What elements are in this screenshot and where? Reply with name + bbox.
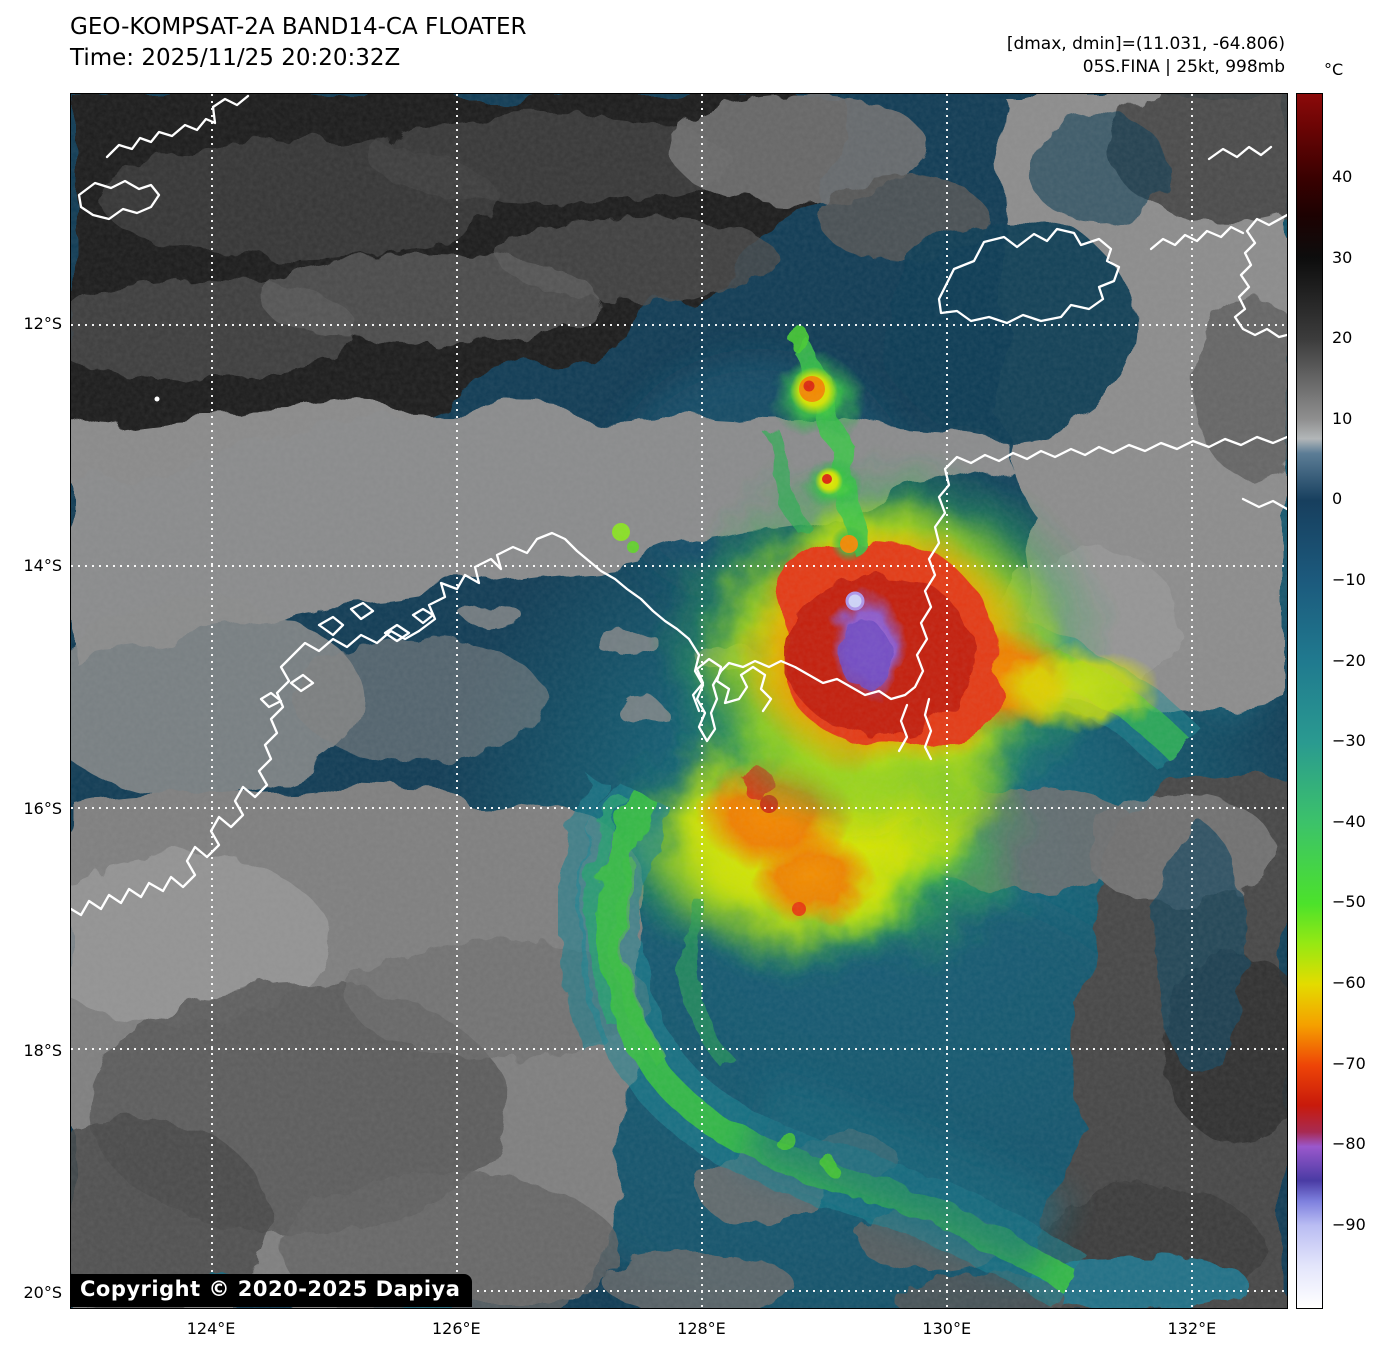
copyright-badge: Copyright © 2020-2025 Dapiya xyxy=(71,1274,473,1307)
colorbar-tick-label: −40 xyxy=(1332,811,1366,831)
colorbar-tick-label: 30 xyxy=(1332,247,1353,267)
colorbar-tick-label: −10 xyxy=(1332,570,1366,590)
colorbar-tick-label: −80 xyxy=(1332,1134,1366,1154)
storm-info: 05S.FINA | 25kt, 998mb xyxy=(1082,57,1285,77)
lat-tick-label: 18°S xyxy=(23,1040,62,1060)
colorbar-tick-label: 10 xyxy=(1332,408,1353,428)
colorbar-tick-label: 20 xyxy=(1332,328,1353,348)
colorbar xyxy=(1296,93,1323,1309)
lon-tick-label: 130°E xyxy=(922,1319,972,1338)
colorbar-tick-label: −30 xyxy=(1332,731,1366,751)
colorbar-tick-label: −60 xyxy=(1332,972,1366,992)
lat-tick-label: 20°S xyxy=(23,1283,62,1303)
lon-tick-label: 128°E xyxy=(677,1319,726,1338)
header-left: GEO-KOMPSAT-2A BAND14-CA FLOATER Time: 2… xyxy=(70,12,526,74)
map-canvas: Copyright © 2020-2025 Dapiya xyxy=(70,93,1288,1309)
colorbar-tick-label: −70 xyxy=(1332,1053,1366,1073)
image-grain-texture xyxy=(71,94,1287,1308)
lat-tick-label: 12°S xyxy=(23,314,62,334)
colorbar-tick-label: −20 xyxy=(1332,650,1366,670)
colorbar-tick-label: 0 xyxy=(1332,489,1343,509)
timestamp: Time: 2025/11/25 20:20:32Z xyxy=(70,45,401,71)
lat-tick-label: 16°S xyxy=(23,798,62,818)
coastlines xyxy=(71,94,1287,917)
colorbar-tick-label: −50 xyxy=(1332,892,1366,912)
lon-tick-label: 132°E xyxy=(1167,1319,1217,1338)
range-info: [dmax, dmin]=(11.031, -64.806) xyxy=(1006,34,1285,54)
colorbar-tick-label: −90 xyxy=(1332,1214,1366,1234)
page-title: GEO-KOMPSAT-2A BAND14-CA FLOATER xyxy=(70,14,527,40)
lon-tick-label: 124°E xyxy=(186,1319,236,1338)
colorbar-tick-label: 40 xyxy=(1332,167,1353,186)
header-right: [dmax, dmin]=(11.031, -64.806) 05S.FINA … xyxy=(1007,33,1285,79)
lon-tick-label: 126°E xyxy=(431,1319,481,1338)
satellite-image xyxy=(71,94,1287,1308)
lat-tick-label: 14°S xyxy=(23,556,62,576)
colorbar-unit-label: °C xyxy=(1324,60,1344,79)
